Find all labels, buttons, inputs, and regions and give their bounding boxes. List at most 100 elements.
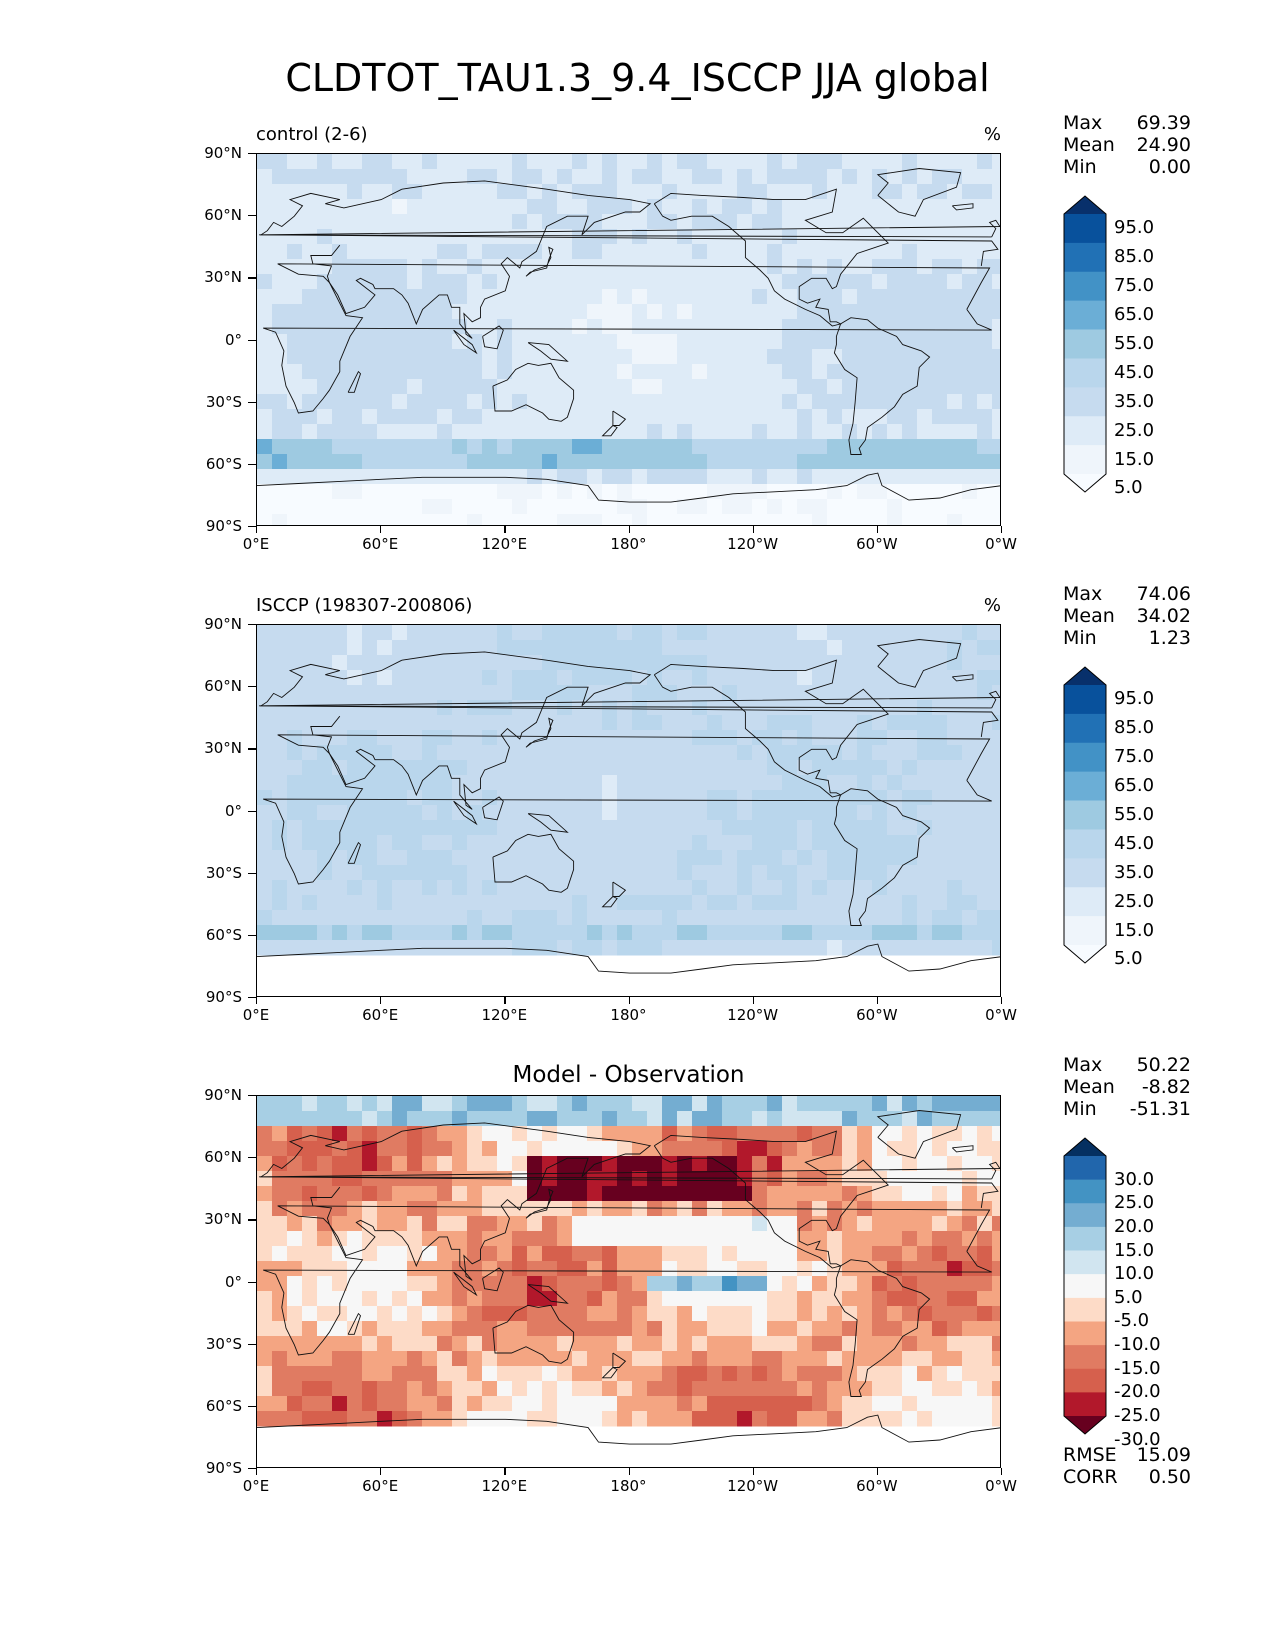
lat-tick: [248, 810, 256, 812]
colorbar-tick-label: -15.0: [1114, 1357, 1161, 1379]
lon-tick: [752, 997, 754, 1004]
lat-tick: [248, 1281, 256, 1283]
coastline-japan: [525, 717, 554, 748]
coastline-africa: [263, 1205, 992, 1356]
map-field: [257, 625, 1000, 974]
metric-value: 15.09: [1136, 1444, 1191, 1466]
figure-title: CLDTOT_TAU1.3_9.4_ISCCP JJA global: [285, 56, 990, 100]
stat-value: -8.82: [1141, 1076, 1191, 1098]
coastline-europe: [259, 188, 999, 266]
lon-tick-label: 0°W: [985, 535, 1017, 553]
lon-tick: [628, 1468, 630, 1475]
lon-tick-label: 60°W: [856, 1477, 898, 1495]
stat-label: Max: [1063, 583, 1103, 605]
stat-row: Min 0.00: [1063, 156, 1191, 178]
colorbar-tick-label: 65.0: [1114, 775, 1155, 797]
stat-row: Mean -8.82: [1063, 1076, 1191, 1098]
colorbar-tick-label: -25.0: [1114, 1405, 1161, 1426]
coastline-namerica: [653, 188, 890, 327]
colorbar-segment: [1064, 1274, 1106, 1299]
stat-value: 69.39: [1136, 112, 1191, 134]
coastline-borneo: [482, 1267, 504, 1292]
colorbar-segment: [1064, 196, 1106, 214]
coastline-antarctica: [257, 472, 1000, 503]
coastline-ngunea: [527, 342, 569, 362]
coastline-namerica: [653, 659, 890, 798]
colorbar-segment: [1064, 713, 1106, 744]
colorbar-segment: [1064, 242, 1106, 273]
lat-tick-label: 30°N: [204, 1210, 242, 1229]
stat-label: Mean: [1063, 134, 1115, 156]
coastline-madagascar: [347, 370, 362, 393]
lon-tick-label: 60°E: [362, 1006, 399, 1024]
colorbar-tick-label: 45.0: [1114, 361, 1155, 383]
coastline-japan: [525, 1188, 554, 1219]
lat-tick-label: 30°N: [204, 739, 242, 758]
lat-tick-label: 90°S: [205, 1459, 242, 1477]
lat-tick-label: 30°N: [204, 268, 242, 287]
lat-tick-label: 90°N: [204, 1086, 242, 1104]
colorbar-segment: [1064, 474, 1106, 492]
colorbar-tick-label: -10.0: [1114, 1334, 1161, 1356]
colorbar-tick-label: 15.0: [1114, 448, 1155, 470]
colorbar-tick-label: 35.0: [1114, 861, 1155, 883]
stat-value: 24.90: [1136, 134, 1191, 156]
coastline-ngunea: [527, 1284, 569, 1304]
colorbar-segment: [1064, 300, 1106, 331]
lon-tick-label: 120°W: [727, 1477, 779, 1495]
stat-value: 1.23: [1148, 627, 1191, 649]
lat-tick: [248, 1219, 256, 1221]
lat-tick: [248, 277, 256, 279]
coastline-asia: [310, 651, 652, 810]
colorbar-tick-label: 5.0: [1114, 477, 1143, 499]
stat-row: Max 69.39: [1063, 112, 1191, 134]
colorbar-segment: [1064, 945, 1106, 963]
coastline-ngunea: [527, 813, 569, 833]
colorbar-tick-label: 25.0: [1114, 1192, 1155, 1214]
colorbar-tick-label: 75.0: [1114, 275, 1155, 297]
map-plot: [256, 153, 1001, 526]
lon-tick: [1001, 997, 1003, 1004]
coastline-iceland: [951, 674, 974, 682]
lon-tick: [256, 526, 258, 533]
colorbar: [1063, 666, 1107, 964]
stat-value: 74.06: [1136, 583, 1191, 605]
coastline-samerica: [833, 317, 931, 455]
colorbar-tick-label: 20.0: [1114, 1215, 1155, 1237]
coastline-australia: [492, 1304, 575, 1364]
coastline-borneo: [482, 325, 504, 350]
colorbar-tick-label: 35.0: [1114, 390, 1155, 412]
colorbar-segment: [1064, 1297, 1106, 1322]
colorbar-tick-label: 10.0: [1114, 1263, 1155, 1285]
lon-tick: [256, 1468, 258, 1475]
colorbar: [1063, 1137, 1107, 1435]
lon-tick: [752, 1468, 754, 1475]
metric-value: 0.50: [1148, 1466, 1191, 1488]
lon-tick: [1001, 526, 1003, 533]
colorbar-segment: [1064, 800, 1106, 830]
stat-label: Mean: [1063, 605, 1115, 627]
coastline-africa: [263, 734, 992, 885]
colorbar-segment: [1064, 1179, 1106, 1204]
coastline-namerica: [653, 1130, 890, 1269]
stat-label: Min: [1063, 1098, 1097, 1120]
colorbar-segment: [1064, 1226, 1106, 1252]
coastline-sumatra: [453, 329, 478, 355]
lon-tick-label: 0°E: [242, 1006, 270, 1024]
lon-tick: [628, 526, 630, 533]
lat-tick-label: 90°N: [204, 144, 242, 162]
colorbar-tick-label: 5.0: [1114, 948, 1143, 970]
lon-tick-label: 0°E: [242, 1477, 270, 1495]
coastline-madagascar: [347, 841, 362, 864]
stats-block: Max 74.06 Mean 34.02 Min 1.23: [1063, 583, 1191, 649]
lat-tick: [248, 401, 256, 403]
metrics-block: RMSE 15.09 CORR 0.50: [1063, 1444, 1191, 1488]
coastline-iceland: [951, 203, 974, 211]
coastline-africa: [263, 263, 992, 414]
colorbar-segment: [1064, 1345, 1106, 1370]
colorbar-tick-label: 95.0: [1114, 688, 1155, 710]
colorbar-tick-label: 65.0: [1114, 304, 1155, 326]
lat-tick: [248, 748, 256, 750]
panel-center-title: Model - Observation: [512, 1062, 745, 1088]
lon-tick: [504, 526, 506, 533]
